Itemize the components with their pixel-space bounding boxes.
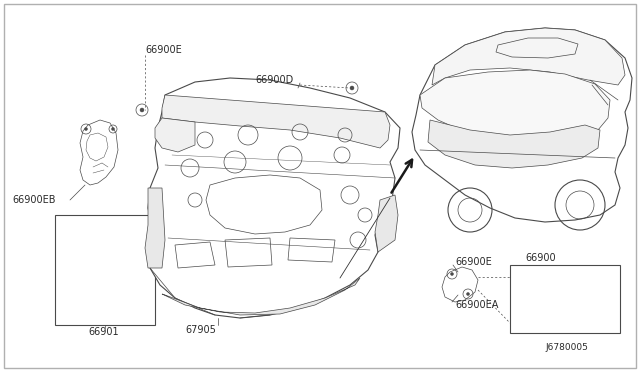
- Circle shape: [451, 273, 454, 276]
- Polygon shape: [162, 95, 390, 148]
- Polygon shape: [145, 188, 165, 268]
- Circle shape: [111, 128, 115, 131]
- Polygon shape: [148, 78, 400, 318]
- Circle shape: [467, 292, 470, 295]
- Polygon shape: [420, 70, 610, 142]
- Text: 66900: 66900: [525, 253, 556, 263]
- Polygon shape: [432, 28, 625, 85]
- Polygon shape: [162, 278, 360, 315]
- Polygon shape: [206, 175, 322, 234]
- Text: 66900EA: 66900EA: [455, 300, 499, 310]
- Polygon shape: [412, 28, 632, 222]
- Polygon shape: [442, 267, 478, 302]
- Circle shape: [84, 128, 88, 131]
- Text: 66900E: 66900E: [455, 257, 492, 267]
- Text: 67905: 67905: [185, 325, 216, 335]
- Text: 66900D: 66900D: [255, 75, 293, 85]
- Text: J6780005: J6780005: [545, 343, 588, 353]
- Polygon shape: [375, 195, 398, 252]
- Bar: [55, 215, 155, 325]
- Circle shape: [350, 86, 354, 90]
- Polygon shape: [428, 120, 600, 168]
- Bar: [510, 265, 620, 333]
- Polygon shape: [155, 118, 195, 152]
- Text: 66900E: 66900E: [145, 45, 182, 55]
- Circle shape: [140, 108, 144, 112]
- Text: 66901: 66901: [88, 327, 118, 337]
- Text: 66900EB: 66900EB: [12, 195, 56, 205]
